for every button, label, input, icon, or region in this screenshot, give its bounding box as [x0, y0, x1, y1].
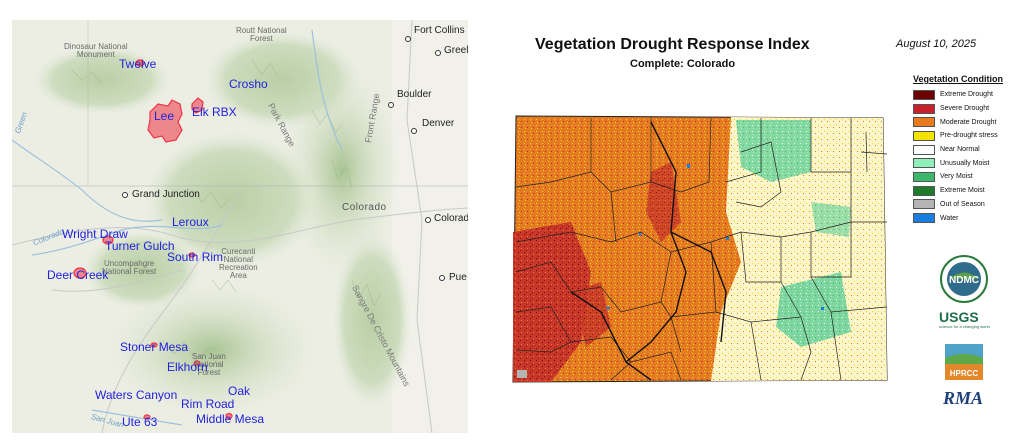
- fire-label-crosho[interactable]: Crosho: [229, 77, 268, 91]
- legend-item-unusually-moist: Unusually Moist: [913, 156, 1023, 170]
- legend-label: Severe Drought: [940, 105, 990, 113]
- fire-label-elkhorn[interactable]: Elkhorn: [167, 360, 208, 374]
- vegdri-subtitle: Complete: Colorado: [630, 58, 736, 70]
- fire-label-wright-draw[interactable]: Wright Draw: [62, 227, 128, 241]
- usgs-logo: USGS science for a changing world: [939, 309, 990, 329]
- city-colorado-springs: Colorad: [434, 213, 468, 224]
- fire-label-oak[interactable]: Oak: [228, 384, 251, 398]
- fire-label-south-rim[interactable]: South Rim: [167, 250, 224, 264]
- city-boulder: Boulder: [397, 89, 432, 100]
- fire-label-rim-road[interactable]: Rim Road: [181, 397, 235, 411]
- legend-swatch: [913, 130, 935, 141]
- legend-label: Extreme Moist: [940, 187, 985, 195]
- legend-swatch: [913, 213, 935, 224]
- svg-text:HPRCC: HPRCC: [950, 369, 979, 378]
- legend-item-out-of-season: Out of Season: [913, 198, 1023, 212]
- vegdri-date: August 10, 2025: [896, 38, 977, 50]
- legend-label: Very Moist: [940, 173, 973, 181]
- legend-item-extreme-moist: Extreme Moist: [913, 184, 1023, 198]
- city-pueblo: Pue: [449, 272, 467, 283]
- fire-label-elk-rbx[interactable]: Elk RBX: [192, 105, 237, 119]
- label-dinosaur-monument: Dinosaur National Monument: [64, 42, 128, 59]
- legend-label: Near Normal: [940, 146, 980, 154]
- legend-item-very-moist: Very Moist: [913, 170, 1023, 184]
- rma-logo: RMA: [943, 388, 984, 408]
- legend-label: Extreme Drought: [940, 91, 993, 99]
- legend-swatch: [913, 158, 935, 169]
- fire-label-stoner-mesa[interactable]: Stoner Mesa: [120, 340, 189, 354]
- city-marker-greeley: [435, 50, 441, 56]
- legend-item-moderate-drought: Moderate Drought: [913, 115, 1023, 129]
- city-marker-denver: [411, 128, 417, 134]
- legend-title: Vegetation Condition: [913, 74, 1003, 84]
- city-greeley: Greel: [444, 45, 468, 56]
- svg-text:NDMC: NDMC: [949, 275, 979, 286]
- label-uncompahgre-forest: Uncompahgre National Forest: [102, 259, 157, 276]
- fire-label-lee[interactable]: Lee: [154, 109, 175, 123]
- city-marker-boulder: [388, 102, 394, 108]
- legend-item-extreme-drought: Extreme Drought: [913, 88, 1023, 102]
- fire-label-ute-63[interactable]: Ute 63: [122, 415, 158, 429]
- legend-item-pre-drought-stress: Pre-drought stress: [913, 129, 1023, 143]
- vegdri-panel: Vegetation Drought Response Index Comple…: [505, 28, 1024, 445]
- city-marker-pueblo: [439, 275, 445, 281]
- city-marker-grand-junction: [122, 192, 128, 198]
- fire-label-turner-gulch[interactable]: Turner Gulch: [105, 239, 175, 253]
- city-marker-fort-collins: [405, 36, 411, 42]
- label-curecanti-area: Curecanti National Recreation Area: [219, 247, 258, 280]
- legend-swatch: [913, 144, 935, 155]
- legend-swatch: [913, 103, 935, 114]
- city-denver: Denver: [422, 118, 455, 129]
- vegdri-title: Vegetation Drought Response Index: [535, 36, 810, 53]
- hprcc-logo: HPRCC: [945, 344, 983, 380]
- vegdri-colorado-map[interactable]: [511, 112, 891, 388]
- legend-swatch: [913, 89, 935, 100]
- fire-label-deer-creek[interactable]: Deer Creek: [47, 268, 109, 282]
- fire-label-waters-canyon[interactable]: Waters Canyon: [95, 388, 178, 402]
- legend-label: Pre-drought stress: [940, 132, 998, 140]
- city-fort-collins: Fort Collins: [414, 25, 465, 36]
- legend-swatch: [913, 117, 935, 128]
- legend-swatch: [913, 171, 935, 182]
- legend-swatch: [913, 199, 935, 210]
- legend-label: Water: [940, 214, 959, 222]
- legend-label: Unusually Moist: [940, 159, 990, 167]
- legend: Vegetation Condition Extreme Drought Sev…: [913, 74, 1023, 225]
- fire-label-middle-mesa[interactable]: Middle Mesa: [196, 412, 265, 426]
- fire-label-leroux[interactable]: Leroux: [172, 215, 209, 229]
- state-label-colorado: Colorado: [342, 202, 387, 213]
- fire-map-panel[interactable]: Dinosaur National Monument Routt Nationa…: [12, 20, 468, 433]
- legend-swatch: [913, 185, 935, 196]
- legend-item-severe-drought: Severe Drought: [913, 102, 1023, 116]
- ndmc-logo: NDMC: [940, 255, 988, 303]
- label-routt-forest: Routt National Forest: [236, 26, 287, 43]
- legend-label: Moderate Drought: [940, 118, 997, 126]
- legend-item-water: Water: [913, 211, 1023, 225]
- legend-item-near-normal: Near Normal: [913, 143, 1023, 157]
- fire-label-twelve[interactable]: Twelve: [119, 57, 157, 71]
- city-marker-colorado-springs: [425, 217, 431, 223]
- city-grand-junction: Grand Junction: [132, 189, 200, 200]
- label-san-juan-forest: San Juan National Forest: [192, 352, 226, 377]
- legend-label: Out of Season: [940, 200, 985, 208]
- terrain-basemap: [12, 20, 468, 433]
- fire-perimeters: [73, 59, 233, 420]
